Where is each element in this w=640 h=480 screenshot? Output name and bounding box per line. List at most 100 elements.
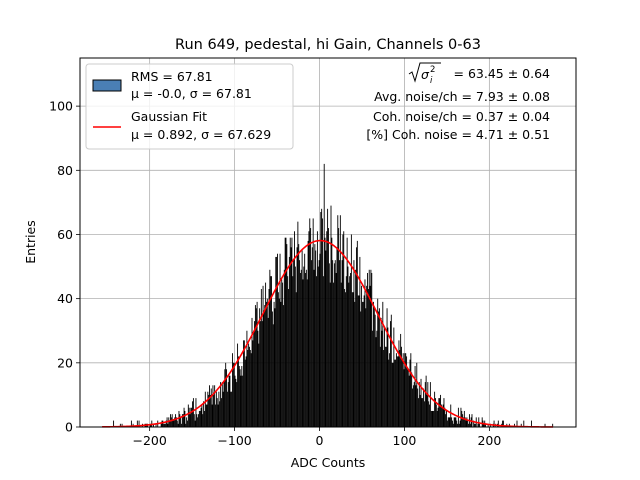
x-tick-label: −200 <box>132 433 166 448</box>
histogram-bar <box>376 330 378 427</box>
histogram-bar <box>161 420 163 427</box>
histogram-bar <box>396 356 398 427</box>
histogram-bar <box>350 272 351 427</box>
noise-annotations: σ 2 i = 63.45 ± 0.64 Avg. noise/ch = 7.9… <box>366 62 550 142</box>
histogram-bar <box>338 228 340 427</box>
histogram-bar <box>218 391 220 427</box>
histogram-bar <box>175 417 177 427</box>
histogram-bar <box>400 333 402 427</box>
histogram-bar <box>418 382 420 427</box>
histogram-bar <box>470 417 472 427</box>
histogram-bar <box>193 414 195 427</box>
histogram-bar <box>372 330 374 427</box>
histogram-bar <box>223 382 225 427</box>
histogram-bar <box>283 269 285 427</box>
histogram-bar <box>249 346 250 427</box>
histogram-bar <box>169 420 171 427</box>
histogram-bar <box>317 266 319 427</box>
histogram-bar <box>187 404 189 427</box>
histogram-bar <box>450 404 452 427</box>
histogram-bar <box>453 417 455 427</box>
histogram-bar <box>439 398 441 427</box>
histogram-bar <box>315 250 317 427</box>
histogram-bar <box>181 414 183 427</box>
y-tick-label: 40 <box>57 291 73 306</box>
histogram-bar <box>204 391 206 427</box>
histogram-bar <box>481 417 483 427</box>
histogram-bar <box>378 311 380 427</box>
histogram-bar <box>259 308 261 427</box>
histogram-bar <box>310 228 312 427</box>
histogram-bar <box>350 234 352 427</box>
histogram-bar <box>322 218 323 427</box>
histogram-bar <box>412 385 414 427</box>
histogram-bar <box>194 420 196 427</box>
histogram-bar <box>215 404 216 427</box>
histogram-bar <box>361 285 363 427</box>
histogram-bar <box>210 388 212 427</box>
histogram-bar <box>266 298 268 427</box>
histogram-bar <box>187 420 188 427</box>
histogram-bar <box>341 260 343 427</box>
histogram-bar <box>302 279 304 427</box>
histogram-bar <box>318 260 320 427</box>
histogram-bar <box>293 260 295 427</box>
gaussian-fit <box>102 239 554 428</box>
histogram-bar <box>474 423 475 427</box>
histogram-bar <box>230 391 232 427</box>
histogram-bar <box>186 417 188 427</box>
histogram-bar <box>119 423 121 427</box>
histogram-bar <box>436 410 438 427</box>
histogram-bar <box>173 420 175 427</box>
histogram-bar <box>474 423 476 427</box>
histogram-bar <box>388 359 390 427</box>
histogram-bar <box>404 353 406 427</box>
histogram-bar <box>329 282 331 427</box>
histogram-bar <box>285 237 287 427</box>
histogram-bar <box>184 410 186 427</box>
histogram-bar <box>468 423 470 427</box>
histogram-bar <box>369 285 371 427</box>
histogram-bar <box>367 289 369 427</box>
histogram-bar <box>406 369 408 427</box>
legend: RMS = 67.81 μ = -0.0, σ = 67.81 Gaussian… <box>85 63 294 150</box>
histogram-bar <box>459 420 461 427</box>
x-axis-ticks: −200 −100 0 100 200 <box>132 427 501 448</box>
sigma-subscript: i <box>430 76 433 86</box>
histogram-bar <box>308 231 310 427</box>
histogram-bar <box>253 330 255 427</box>
histogram-bar <box>205 404 207 427</box>
histogram-bar <box>294 231 295 427</box>
histogram-bar <box>195 398 197 427</box>
histogram-bar <box>295 292 297 427</box>
histogram-bar <box>487 423 489 427</box>
histogram-bar <box>273 301 275 427</box>
histogram-bar <box>382 301 384 427</box>
histogram-bar <box>408 375 410 427</box>
histogram-bar <box>333 263 335 427</box>
histogram-bar <box>199 410 201 427</box>
histogram-bar <box>284 237 286 427</box>
histogram-bar <box>364 279 366 427</box>
histogram-bar <box>457 423 458 427</box>
histogram-bar <box>228 375 230 427</box>
histogram-bar <box>220 398 222 427</box>
histogram-bar <box>316 276 318 427</box>
histogram-bar <box>328 263 330 427</box>
histogram-bar <box>357 295 359 427</box>
histogram-bar <box>277 292 279 427</box>
histogram-bar <box>175 414 177 427</box>
histogram-bar <box>211 404 213 427</box>
histogram-bar <box>160 423 162 427</box>
histogram-bar <box>282 305 284 427</box>
histogram-bar <box>403 369 405 427</box>
histogram-bar <box>213 394 215 427</box>
histogram-bar <box>355 269 357 427</box>
histogram-bar <box>241 366 243 427</box>
histogram-bar <box>275 256 277 427</box>
histogram-bar <box>203 401 205 427</box>
histogram-bar <box>361 301 363 427</box>
x-tick-label: 100 <box>393 433 417 448</box>
histogram-bar <box>544 423 546 427</box>
